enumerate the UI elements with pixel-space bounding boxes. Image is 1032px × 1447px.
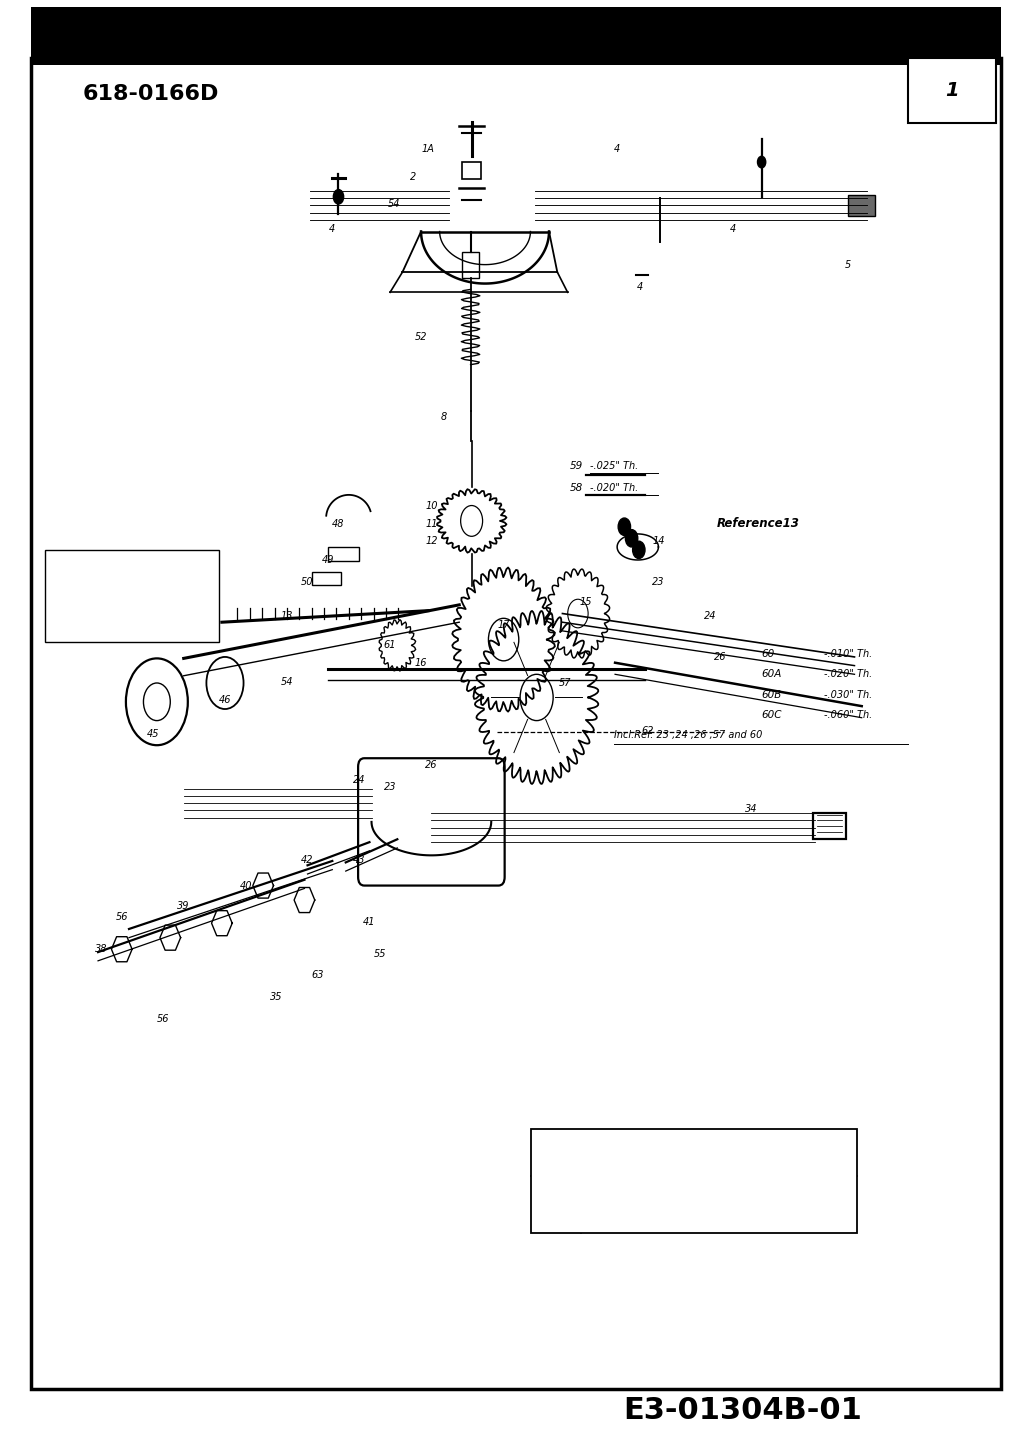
Text: 52: 52 [415,333,427,341]
Text: Nicht abgebildet , not shown: Nicht abgebildet , not shown [610,1146,778,1156]
Bar [312,572,341,585]
Bar [848,195,875,216]
Text: 1A: 1A [422,145,434,153]
Text: 23: 23 [384,783,396,792]
Text: -.020" Th.: -.020" Th. [590,483,639,492]
Text: 4: 4 [614,145,620,153]
Text: 32: 32 [201,627,214,635]
Bar [31,7,1001,65]
Text: 26: 26 [425,761,438,770]
Bar [328,547,359,561]
Text: 26: 26 [714,653,727,661]
Text: 11: 11 [425,519,438,528]
Text: 618-0166D: 618-0166D [83,84,219,104]
Text: -.035" Th.: -.035" Th. [51,586,99,595]
Text: 43: 43 [353,855,365,864]
Text: Incl.Ref. 23 ,24 ,26 ,57 and 60: Incl.Ref. 23 ,24 ,26 ,57 and 60 [614,731,763,739]
Circle shape [618,518,631,535]
Text: 12: 12 [425,537,438,546]
Text: 24: 24 [704,612,716,621]
Text: 42: 42 [301,855,314,864]
Text: 50: 50 [301,577,314,586]
Text: 55: 55 [374,949,386,958]
Text: 1: 1 [945,81,959,100]
Text: 61: 61 [384,641,396,650]
Text: -.025" Th.: -.025" Th. [51,627,99,635]
Text: 60A: 60A [762,670,782,679]
Text: 49: 49 [322,556,334,564]
Bar [531,1129,857,1233]
Text: 24: 24 [353,776,365,784]
Text: 32C: 32C [194,566,214,574]
Circle shape [333,190,344,204]
FancyBboxPatch shape [358,758,505,886]
Text: 13: 13 [281,612,293,621]
Bar [813,813,846,839]
Text: 32B: 32B [194,586,214,595]
Text: 63: 63 [312,971,324,980]
Text: 2: 2 [410,172,416,181]
Text: -.060" Th.: -.060" Th. [824,710,872,719]
Text: 15: 15 [580,598,592,606]
Bar [908,58,996,123]
Text: 48: 48 [332,519,345,528]
Text: 23: 23 [652,577,665,586]
Text: 8: 8 [441,412,447,421]
Text: 56: 56 [157,1014,169,1023]
Text: 60: 60 [762,650,775,658]
Text: 4: 4 [730,224,736,233]
Text: 62: 62 [642,726,654,735]
Text: 58: 58 [570,483,583,492]
Text: -.025" Th.: -.025" Th. [590,462,639,470]
Text: 4: 4 [329,224,335,233]
Text: 14: 14 [652,537,665,546]
Text: 45: 45 [147,729,159,738]
Text: E3-01304B-01: E3-01304B-01 [623,1396,863,1425]
Text: 41: 41 [363,917,376,926]
Text: 34: 34 [745,805,757,813]
Text: 35: 35 [270,993,283,1001]
Text: 16: 16 [415,658,427,667]
Text: Reference13: Reference13 [717,518,800,530]
Text: 4: 4 [637,282,643,291]
Text: 46: 46 [219,696,231,705]
Circle shape [633,541,645,559]
Bar [45,550,219,642]
Text: 54: 54 [388,200,400,208]
Text: 60B: 60B [762,690,782,699]
Text: -.010" Th.: -.010" Th. [824,650,872,658]
Circle shape [757,156,766,168]
Text: 17: 17 [497,621,510,629]
Text: FETT / GREASE: FETT / GREASE [589,1202,666,1213]
Text: 64: 64 [542,1202,555,1213]
Text: 5: 5 [845,260,851,269]
Text: 57: 57 [559,679,572,687]
Text: -.030" Th.: -.030" Th. [51,606,99,615]
Bar [462,162,481,179]
Text: 32A: 32A [194,606,214,615]
Bar [462,252,479,278]
Text: 39: 39 [178,901,190,910]
Text: 56: 56 [116,913,128,922]
Text: 10: 10 [425,502,438,511]
Text: -.020" Th.: -.020" Th. [824,670,872,679]
Text: 38: 38 [95,945,107,954]
Text: 59: 59 [570,462,583,470]
Circle shape [625,530,638,547]
Text: 60C: 60C [762,710,782,719]
Text: -.030" Th.: -.030" Th. [824,690,872,699]
Text: -.040" Th.: -.040" Th. [51,566,99,574]
Text: 40: 40 [239,881,252,890]
Text: 54: 54 [281,677,293,686]
